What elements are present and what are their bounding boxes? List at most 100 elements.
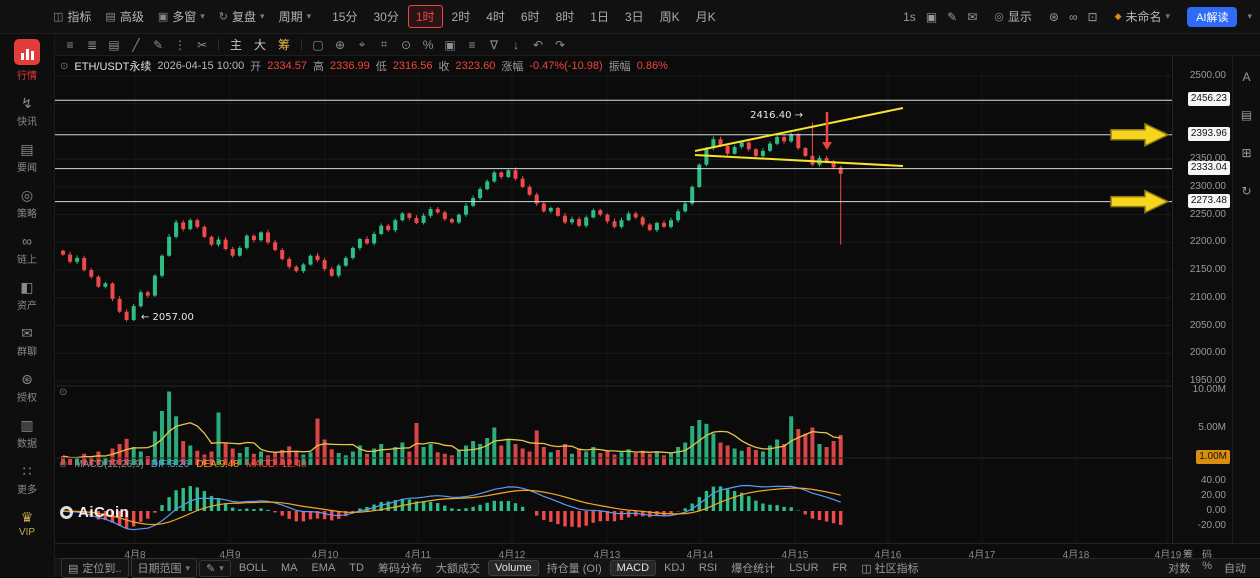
ai-analysis-button[interactable]: AI解读 [1187,7,1237,27]
filter-icon[interactable]: ∇ [483,38,505,52]
authorization-icon: ⊛ [21,371,33,387]
axis-option-自动[interactable]: 自动 [1224,560,1246,576]
mode-大[interactable]: 大 [248,36,272,53]
indicator-tab-Volume[interactable]: Volume [488,560,539,576]
pin-icon[interactable]: ⊕ [329,38,351,52]
edit-icon[interactable]: ✎ [947,10,957,24]
sidebar-item-data-center[interactable]: ▥数据 [17,417,37,450]
indicator-tab-社区指标[interactable]: ◫ 社区指标 [855,559,924,577]
collapse-pane-icon[interactable]: ⊙ [60,61,68,72]
indicator-tab-FR[interactable]: FR [827,561,854,575]
sidebar-item-group-chat[interactable]: ✉群聊 [17,325,37,358]
note-tool-icon[interactable]: A [1242,70,1250,84]
frame-icon[interactable]: ▢ [307,38,329,52]
link-icon[interactable]: ∞ [1069,10,1078,24]
timeframe-周K[interactable]: 周K [653,6,687,27]
alert-price-chip[interactable]: 2456.23 [1188,92,1230,106]
screenshot-icon[interactable]: ▣ [926,10,937,24]
tick-interval-label[interactable]: 1s [903,10,916,24]
mode-筹[interactable]: 筹 [272,36,296,53]
sidebar-item-news-flash[interactable]: ↯快讯 [17,95,37,128]
sidebar-item-headlines[interactable]: ▤要闻 [17,141,37,174]
fib-icon[interactable]: ⋮ [169,38,191,52]
scissors-icon[interactable]: ✂ [191,38,213,52]
alert-price-chip[interactable]: 2393.96 [1188,127,1230,141]
display-menu[interactable]: ◎ 显示 [987,8,1039,25]
replay-menu[interactable]: ↻复盘▾ [212,8,272,25]
camera-icon[interactable]: ▣ [439,38,461,52]
market-label: 行情 [17,67,37,82]
timeframe-15分[interactable]: 15分 [325,6,364,27]
indicator-tab-爆仓统计[interactable]: 爆仓统计 [725,559,781,577]
multi-window-menu[interactable]: ▣多窗▾ [151,8,212,25]
timeframe-1日[interactable]: 1日 [583,6,616,27]
add-panel-icon[interactable]: ⊞ [1241,146,1251,160]
panel-list-icon[interactable]: ▤ [1241,108,1252,122]
indicator-tab-筹码分布[interactable]: 筹码分布 [372,559,428,577]
indicator-tab-BOLL[interactable]: BOLL [233,561,273,575]
alert-price-chip[interactable]: 2333.04 [1188,161,1230,175]
indicator-tab-LSUR[interactable]: LSUR [783,561,824,575]
timeframe-2时[interactable]: 2时 [445,6,478,27]
draw-indicator-button[interactable]: ✎ ▾ [199,560,231,577]
multi-window-menu-icon: ▣ [158,10,168,23]
comment-icon[interactable]: ✉ [967,10,977,24]
trendline-icon[interactable]: ╱ [125,38,147,52]
redo-icon[interactable]: ↷ [549,38,571,52]
sidebar-item-on-chain[interactable]: ∞链上 [17,233,37,266]
period-menu[interactable]: 周期▾ [272,8,319,25]
sidebar-item-more[interactable]: ∷更多 [17,463,37,496]
grid-icon[interactable]: ⌗ [373,37,395,52]
collapse-macd-pane-icon[interactable]: ⊙ [59,459,67,470]
menu-icon[interactable]: ≡ [59,38,81,52]
indicator-tab-TD[interactable]: TD [343,561,370,575]
advanced-menu[interactable]: ▤高级 [98,8,150,25]
settings-icon[interactable]: ⊛ [1049,10,1059,24]
timeframe-6时[interactable]: 6时 [514,6,547,27]
timeframe-1时[interactable]: 1时 [408,5,443,28]
pencil-icon[interactable]: ✎ [147,38,169,52]
percent-icon[interactable]: % [417,38,439,52]
indicator-tab-MA[interactable]: MA [275,561,304,575]
timeframe-月K[interactable]: 月K [689,6,723,27]
layout-menu[interactable]: ◆ 未命名 ▾ [1108,8,1177,25]
indicator-tab-持仓量 (OI)[interactable]: 持仓量 (OI) [541,559,608,577]
zoom-icon[interactable]: ⊙ [395,38,417,52]
history-icon[interactable]: ↻ [1241,184,1251,198]
indicator-tab-MACD[interactable]: MACD [610,560,656,576]
sidebar-item-authorization[interactable]: ⊛授权 [17,371,37,404]
timeframe-3日[interactable]: 3日 [618,6,651,27]
chevron-down-icon[interactable]: ▾ [1247,11,1252,22]
timeframe-4时[interactable]: 4时 [479,6,512,27]
timeframe-30分[interactable]: 30分 [366,6,405,27]
indicator-tab-EMA[interactable]: EMA [305,561,341,575]
sidebar-item-assets[interactable]: ◧资产 [17,279,37,312]
locate-button[interactable]: ▤ 定位到.. [61,558,129,578]
download-icon[interactable]: ↓ [505,38,527,52]
symbol-label[interactable]: ETH/USDT永续 [74,58,151,74]
date-range-button[interactable]: 日期范围 ▾ [131,558,198,578]
indicator-tab-RSI[interactable]: RSI [693,561,723,575]
fullscreen-icon[interactable]: ⊡ [1088,10,1098,24]
mode-主[interactable]: 主 [224,36,248,53]
timeframe-8时[interactable]: 8时 [549,6,582,27]
sidebar-item-vip[interactable]: ♛VIP [19,509,35,538]
sidebar-item-strategy[interactable]: ◎策略 [17,187,37,220]
undo-icon[interactable]: ↶ [527,38,549,52]
indicators-menu[interactable]: ◫指标 [46,8,98,25]
sidebar-item-market[interactable]: 行情 [14,39,40,82]
high-label: 高 [313,58,324,74]
indicator-tab-KDJ[interactable]: KDJ [658,561,691,575]
list-icon[interactable]: ≡ [461,38,483,52]
collapse-volume-pane-icon[interactable]: ⊙ [59,387,67,398]
watchlist-icon[interactable]: ≣ [81,38,103,52]
alert-price-chip[interactable]: 2273.48 [1188,194,1230,208]
crosshair-icon[interactable]: ⌖ [351,37,373,52]
indicator-tab-大额成交[interactable]: 大额成交 [430,559,486,577]
panel-icon[interactable]: ▤ [103,38,125,52]
axis-option-对数[interactable]: 对数 [1168,560,1190,576]
axis-option-%[interactable]: % [1202,560,1212,576]
